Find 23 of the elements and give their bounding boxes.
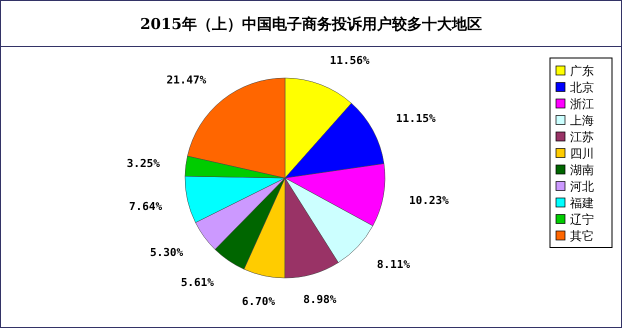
legend-label: 河北 — [570, 180, 594, 194]
legend-label: 四川 — [570, 146, 594, 160]
data-label: 11.15% — [396, 112, 436, 126]
legend-label: 福建 — [570, 196, 594, 210]
data-label: 10.23% — [409, 194, 450, 208]
data-label: 11.56% — [330, 54, 370, 68]
data-label: 21.47% — [166, 74, 207, 87]
legend-label: 辽宁 — [570, 212, 594, 226]
data-label: 5.30% — [150, 246, 184, 260]
data-label: 3.25% — [126, 156, 160, 170]
data-label: 8.98% — [303, 293, 337, 306]
legend-label: 湖南 — [570, 163, 594, 177]
legend-label: 浙江 — [570, 97, 594, 111]
data-label: 5.61% — [180, 276, 214, 290]
data-label: 6.70% — [242, 295, 276, 308]
legend-label: 北京 — [570, 80, 594, 94]
data-label: 8.11% — [376, 258, 410, 272]
chart-title: 2015年（上）中国电子商务投诉用户较多十大地区 — [140, 15, 482, 33]
legend-label: 江苏 — [570, 130, 594, 144]
data-label: 7.64% — [128, 200, 162, 213]
legend-label: 广东 — [570, 64, 594, 78]
legend-label: 其它 — [570, 229, 594, 243]
legend-label: 上海 — [570, 114, 594, 128]
